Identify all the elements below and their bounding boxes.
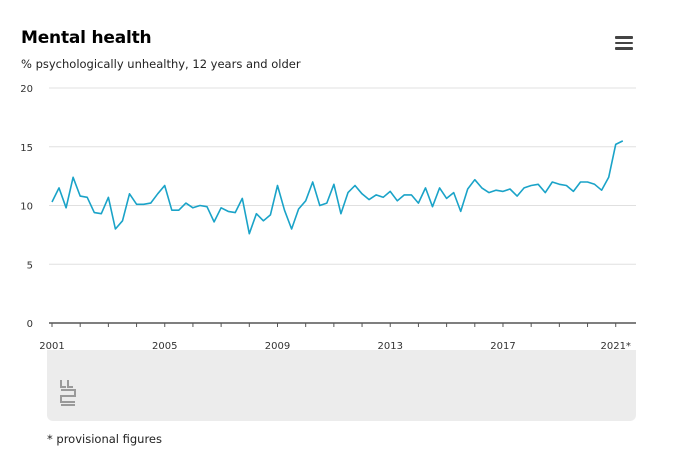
- x-tick-label: 2005: [152, 341, 177, 350]
- series-line: [51, 140, 624, 235]
- cbs-logo-icon: [60, 380, 76, 406]
- line-chart: 0 5 10 15 20 2001 2005 2009 2013 2017 2021*: [20, 84, 636, 350]
- chart-title: Mental health: [21, 28, 152, 48]
- x-tick-label: 2017: [490, 341, 515, 350]
- series-group: [51, 140, 624, 235]
- hamburger-menu-icon[interactable]: [614, 35, 634, 51]
- x-tick-label: 2001: [39, 341, 64, 350]
- y-tick-labels: 0 5 10 15 20: [20, 84, 33, 330]
- x-tick-label: 2009: [265, 341, 290, 350]
- y-tick-label: 10: [20, 202, 33, 213]
- footnote: * provisional figures: [47, 432, 162, 446]
- y-tick-label: 20: [20, 84, 33, 95]
- chart-subtitle: % psychologically unhealthy, 12 years an…: [21, 57, 301, 71]
- x-tick-label: 2021*: [600, 341, 630, 350]
- x-tick-labels: 2001 2005 2009 2013 2017 2021*: [39, 341, 631, 350]
- y-grid: [49, 87, 636, 265]
- x-axis: [49, 322, 636, 327]
- y-tick-label: 0: [27, 319, 33, 330]
- y-tick-label: 5: [27, 260, 33, 271]
- y-tick-label: 15: [20, 143, 33, 154]
- branding-panel: [47, 350, 636, 421]
- x-tick-label: 2013: [378, 341, 403, 350]
